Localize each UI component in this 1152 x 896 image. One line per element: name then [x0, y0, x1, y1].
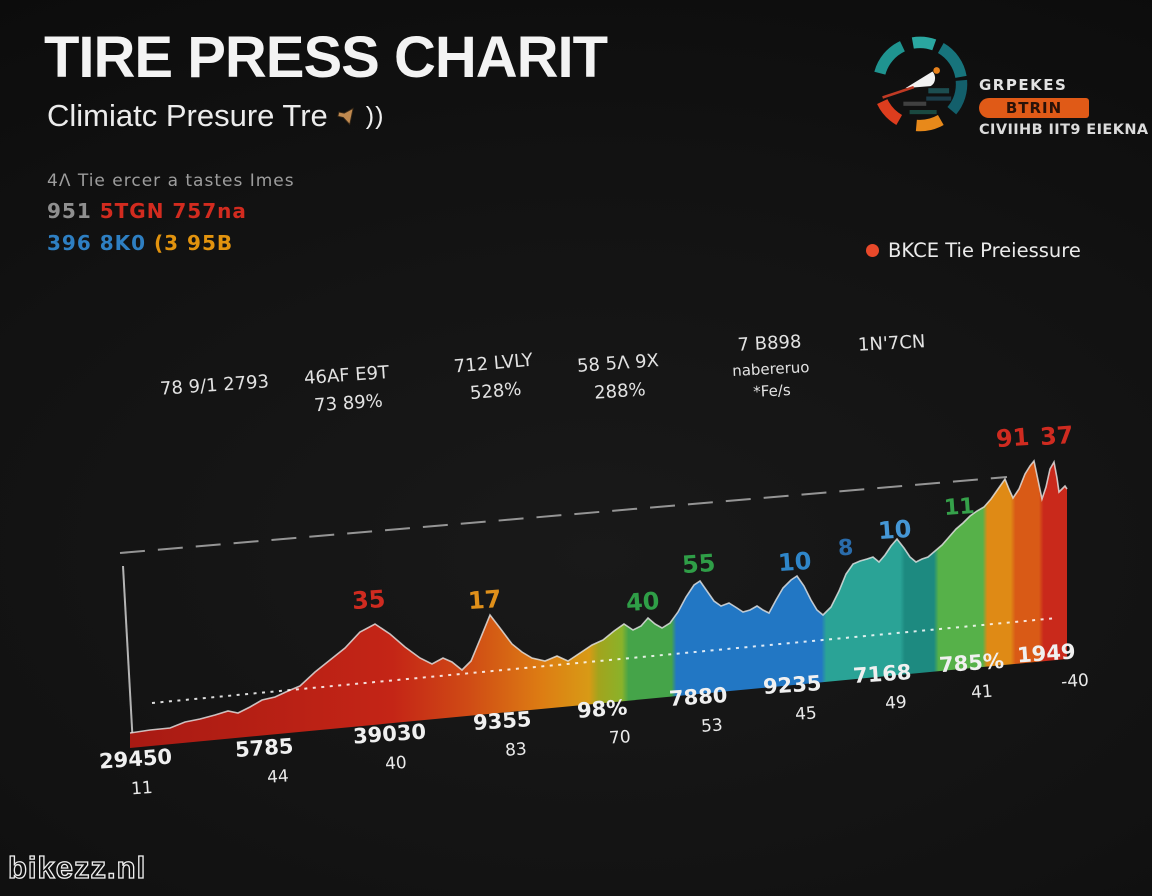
x-tick: 9235 45: [762, 671, 824, 727]
x-tick-sub: 40: [384, 752, 408, 775]
meta-line-1: 4Λ Tie ercer a tastes Imes: [47, 171, 295, 191]
x-tick: 98% 70: [576, 695, 631, 750]
elevation-area-fill: [130, 461, 1067, 748]
x-tick-main: 1949: [1016, 639, 1077, 668]
pressure-gauge-icon: [874, 36, 968, 132]
peak-label: 37: [1039, 420, 1075, 452]
meta-line-3-blue: 396 8K0: [47, 231, 147, 256]
watermark: bikezz.nl: [7, 849, 147, 885]
x-tick: 7880 53: [668, 683, 730, 739]
x-tick-sub: 83: [504, 739, 528, 761]
x-tick: 785% 41: [938, 649, 1006, 705]
peak-label: 17: [467, 584, 503, 616]
legend: BKCE Tie Preiessure: [866, 239, 1081, 262]
peak-label: 55: [681, 548, 717, 580]
x-tick-sub: 53: [700, 715, 724, 737]
speaker-icon: [337, 107, 354, 126]
brand-panel: GRPEKES BTRIN CIVIIHB IIT9 EIEKNA: [979, 76, 1149, 138]
peak-label: 10: [777, 546, 813, 578]
meta-line-3-orange: (3 95B: [154, 231, 234, 256]
subtitle-text: Climiatc Presure Tre: [47, 98, 328, 133]
x-tick-sub: 41: [970, 681, 994, 704]
page-title: TIRE PRESS CHARIT: [44, 25, 608, 90]
x-tick-main: 7880: [668, 683, 729, 712]
x-tick-main: 7168: [852, 660, 913, 689]
legend-label: BKCE Tie Preiessure: [888, 239, 1081, 262]
x-tick-sub: 70: [608, 727, 632, 749]
gauge-needle-arrow: [905, 71, 936, 89]
x-tick: 7168 49: [852, 660, 914, 716]
x-tick-sub: 11: [130, 777, 154, 800]
x-tick-sub: 44: [266, 766, 290, 788]
brand-line-2: CIVIIHB IIT9 EIEKNA: [979, 122, 1149, 138]
x-tick-main: 9355: [472, 707, 533, 736]
x-tick-main: 98%: [576, 695, 629, 723]
dotted-trend-line: [151, 617, 1058, 704]
x-tick-main: 5785: [234, 734, 295, 763]
x-tick-main: 785%: [938, 648, 1005, 678]
upper-dashed-guideline: [119, 476, 1008, 554]
gauge-marker-dot: [933, 67, 940, 74]
legend-dot-icon: [866, 244, 879, 257]
x-tick: 39030 40: [352, 720, 429, 777]
elevation-profile-outline: [129, 459, 1068, 734]
peak-label: 8: [837, 535, 855, 562]
peak-label: 91: [995, 422, 1031, 454]
x-tick: 29450 11: [98, 745, 175, 802]
meta-line-3: 396 8K0 (3 95B: [47, 227, 295, 259]
peak-label: 40: [625, 586, 661, 618]
page-subtitle: Climiatc Presure Tre )): [47, 98, 384, 134]
x-tick-sub: 45: [794, 703, 818, 725]
sound-waves-glyph: )): [365, 101, 385, 130]
x-tick-main: 39030: [352, 719, 427, 749]
x-tick: 9355 83: [472, 707, 534, 763]
x-tick-main: 9235: [762, 671, 823, 700]
peak-label: 10: [877, 514, 913, 546]
meta-line-2-gray: 951: [47, 199, 92, 224]
x-tick: 1949 -40: [1016, 639, 1089, 696]
meta-lines: 4Λ Tie ercer a tastes Imes 951 5TGN 757n…: [47, 168, 295, 259]
meta-line-2: 951 5TGN 757na: [47, 195, 295, 227]
peak-label: 35: [351, 584, 387, 616]
y-axis-line: [122, 565, 134, 747]
x-tick: 5785 44: [234, 734, 296, 790]
peak-label: 11: [943, 493, 976, 522]
x-tick-sub: -40: [1060, 670, 1090, 693]
meta-line-2-red: 5TGN 757na: [99, 199, 247, 224]
brand-line-1: GRPEKES: [979, 76, 1068, 94]
brand-badge: BTRIN: [979, 98, 1089, 118]
x-tick-sub: 49: [884, 692, 908, 714]
x-tick-main: 29450: [98, 744, 173, 774]
